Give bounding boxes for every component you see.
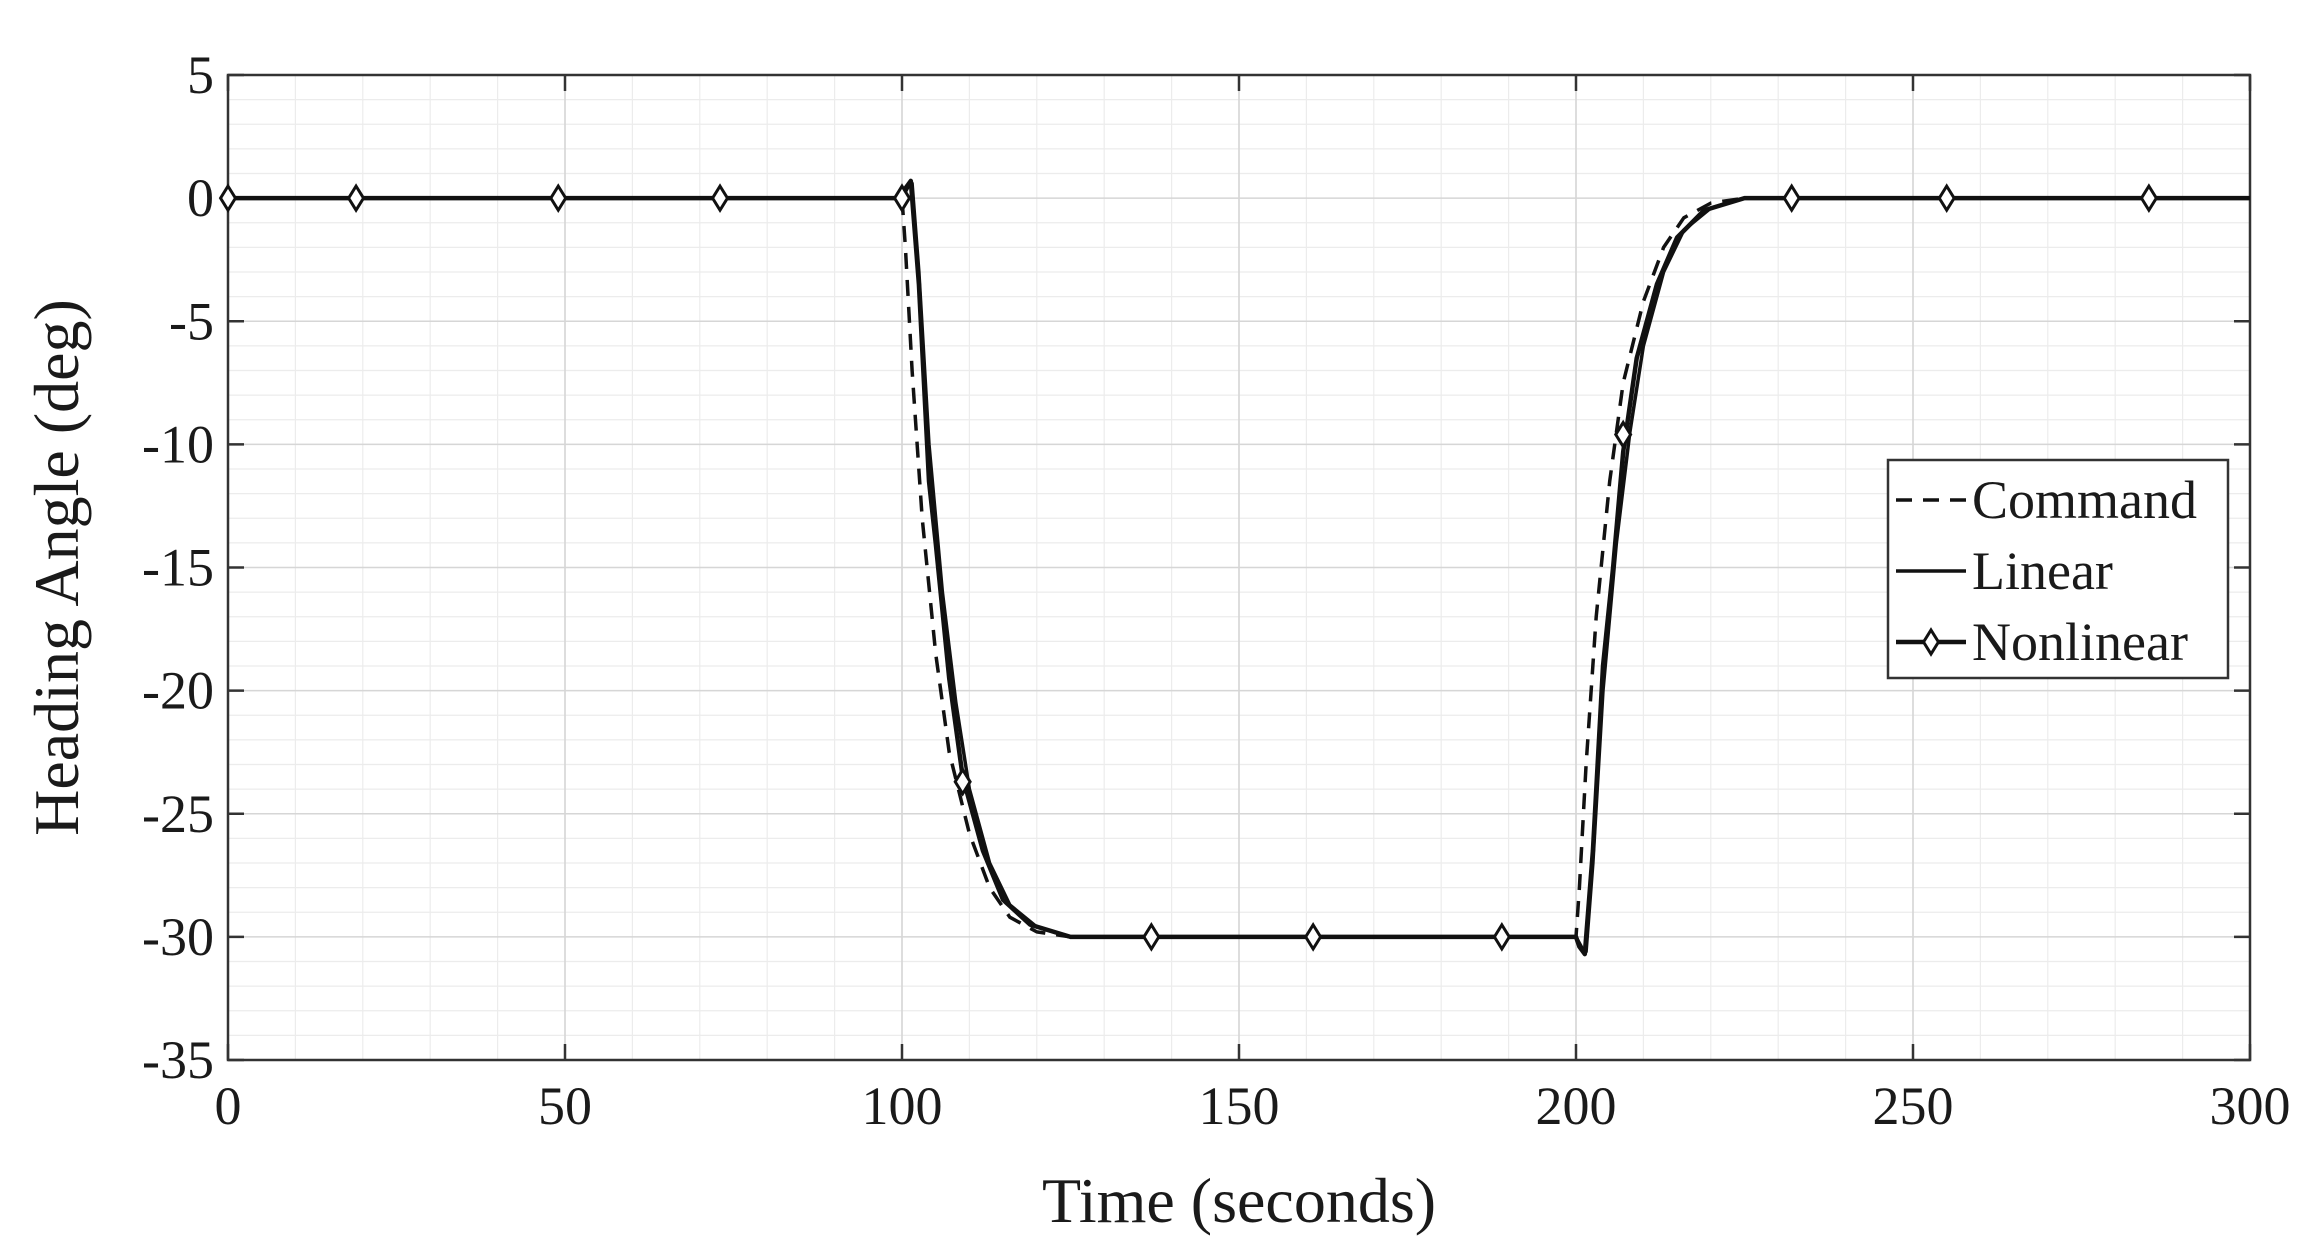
x-tick-label: 250: [1873, 1076, 1954, 1136]
x-tick-label: 300: [2210, 1076, 2291, 1136]
series-nonlinear: [218, 178, 2250, 957]
y-tick-label: -15: [142, 538, 214, 598]
y-axis-tick-labels: 5 0 -5 -10 -15 -20 -25 -30 -35: [142, 45, 214, 1090]
legend: Command Linear Nonlinear: [1886, 458, 2230, 680]
data-point-nonlinear: [892, 183, 912, 213]
x-tick-label: 0: [215, 1076, 242, 1136]
data-point-nonlinear: [1613, 419, 1633, 450]
y-tick-label: -20: [142, 661, 214, 721]
data-point-nonlinear: [953, 766, 972, 797]
y-tick-label: -30: [142, 907, 214, 967]
legend-item-command: Command: [1896, 470, 2197, 530]
y-tick-label: -25: [142, 784, 214, 844]
data-point-nonlinear: [346, 183, 366, 213]
x-axis-label: Time (seconds): [1042, 1165, 1436, 1236]
x-axis-tick-labels: 0 50 100 150 200 250 300: [215, 1076, 2291, 1136]
data-point-nonlinear: [1303, 922, 1323, 952]
legend-label-linear: Linear: [1972, 541, 2113, 601]
legend-item-linear: Linear: [1896, 541, 2113, 601]
data-point-nonlinear: [218, 183, 238, 213]
y-tick-label: -35: [142, 1030, 214, 1090]
series-line-command: [228, 196, 2250, 939]
legend-label-command: Command: [1972, 470, 2197, 530]
x-tick-label: 150: [1199, 1076, 1280, 1136]
x-tick-label: 200: [1536, 1076, 1617, 1136]
x-axis-ticks: [226, 75, 2252, 1060]
y-tick-label: -5: [169, 291, 214, 351]
series-layer: [218, 178, 2250, 957]
data-point-nonlinear: [549, 183, 568, 213]
y-tick-label: -10: [142, 414, 214, 474]
series-line-nonlinear: [228, 178, 2250, 957]
y-tick-label: 5: [187, 45, 214, 105]
x-tick-label: 100: [862, 1076, 943, 1136]
series-command: [228, 196, 2250, 939]
data-point-nonlinear: [1937, 183, 1956, 213]
y-axis-label: Heading Angle (deg): [21, 299, 92, 836]
y-tick-label: 0: [187, 168, 214, 228]
data-point-nonlinear: [1782, 183, 1801, 213]
data-point-nonlinear: [2139, 183, 2159, 213]
data-point-nonlinear: [1492, 922, 1512, 952]
legend-label-nonlinear: Nonlinear: [1972, 612, 2188, 672]
x-tick-label: 50: [538, 1076, 592, 1136]
data-point-nonlinear: [1142, 922, 1161, 952]
data-point-nonlinear: [710, 183, 730, 213]
legend-marker-nonlinear: [1921, 627, 1941, 657]
legend-item-nonlinear: Nonlinear: [1896, 612, 2188, 672]
